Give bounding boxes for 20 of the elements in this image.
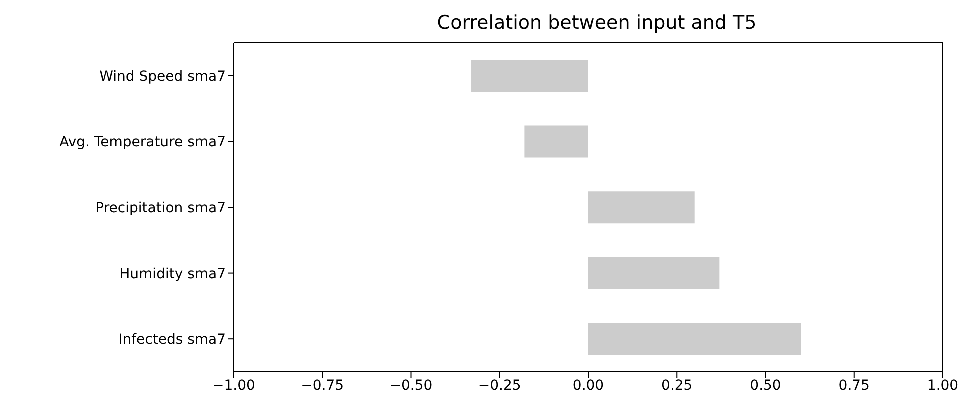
x-tick-label: 0.25: [662, 378, 693, 394]
x-tick-label: −0.25: [478, 378, 522, 394]
y-tick-label: Avg. Temperature sma7: [60, 134, 226, 151]
x-tick-label: 0.50: [750, 378, 782, 394]
y-tick-label: Humidity sma7: [120, 266, 226, 282]
x-tick-label: −0.50: [390, 378, 433, 394]
x-tick-label: −1.00: [212, 378, 256, 394]
y-tick-label: Infecteds sma7: [118, 332, 226, 348]
bar: [588, 323, 802, 356]
bar: [588, 192, 695, 224]
bar: [588, 257, 720, 290]
chart-title: Correlation between input and T5: [437, 12, 757, 34]
y-tick-label: Wind Speed sma7: [100, 68, 226, 85]
bar: [472, 60, 588, 92]
x-tick-label: 1.00: [927, 378, 959, 394]
x-tick-label: 0.75: [838, 378, 870, 394]
bar: [524, 126, 588, 158]
x-tick-label: −0.75: [301, 378, 344, 394]
x-tick-label: 0.00: [572, 378, 604, 394]
y-tick-label: Precipitation sma7: [96, 200, 226, 216]
